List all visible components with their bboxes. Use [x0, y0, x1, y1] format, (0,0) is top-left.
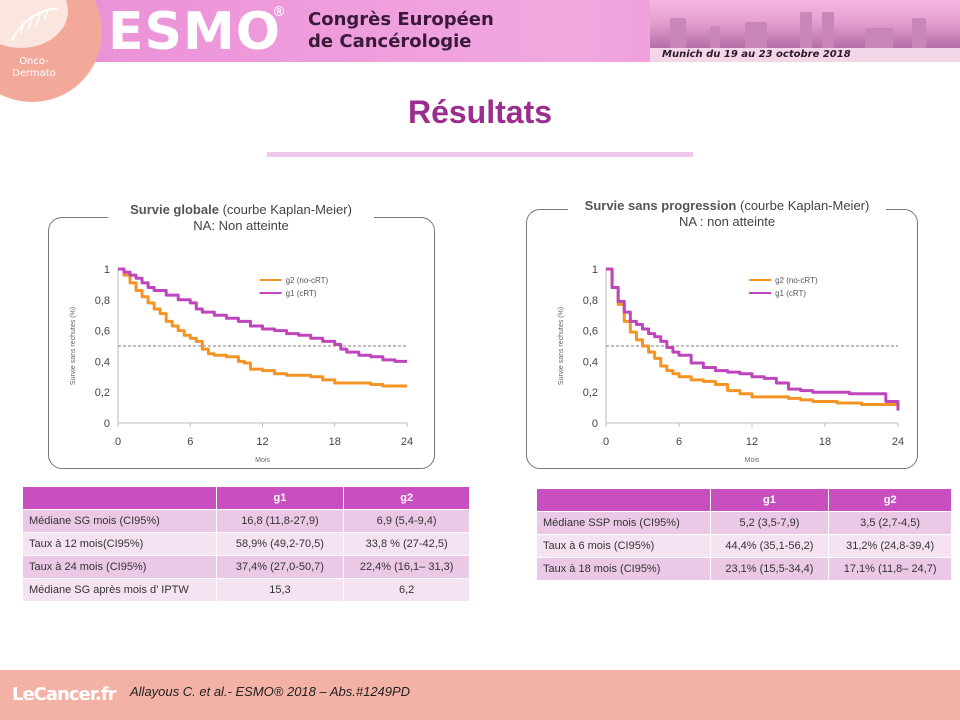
x-tick-label: 18 [819, 436, 831, 448]
city-skyline-image [650, 0, 960, 48]
y-axis-title: Survie sans rechutes (%) [558, 307, 565, 385]
table-header-cell [22, 486, 217, 510]
y-axis-title: Survie sans rechutes (%) [70, 307, 77, 385]
congress-date: Munich du 19 au 23 octobre 2018 [662, 49, 851, 60]
lecancer-logo: LeCancer.fr [12, 684, 117, 705]
table-header-cell: g1 [709, 488, 830, 512]
table-header-cell: g1 [215, 486, 345, 510]
pfs-chart-caption: Survie sans progression (courbe Kaplan-M… [568, 198, 886, 230]
x-tick-label: 12 [256, 436, 268, 448]
table-cell: 5,2 (3,5-7,9) [709, 511, 830, 535]
table-row: Taux à 18 mois (CI95%) 23,1% (15,5-34,4)… [536, 557, 952, 581]
table-cell: 6,9 (5,4-9,4) [343, 509, 470, 533]
y-tick-label: 1 [592, 264, 598, 276]
os-chart-subtitle: NA: Non atteinte [193, 218, 289, 233]
congress-title-line2: de Cancérologie [308, 31, 472, 52]
table-cell: Taux à 24 mois (CI95%) [22, 555, 217, 579]
legend-label: g1 (cRT) [286, 289, 317, 298]
y-tick-label: 0 [104, 418, 110, 430]
y-tick-label: 0,2 [95, 387, 110, 399]
table-cell: 15,3 [215, 578, 345, 602]
y-tick-label: 0,6 [95, 326, 110, 338]
legend-label: g1 (cRT) [775, 289, 806, 298]
table-cell: 31,2% (24,8-39,4) [828, 534, 952, 558]
table-header-cell: g2 [343, 486, 470, 510]
series-line-g1 [118, 267, 407, 363]
footer-bar [0, 670, 960, 720]
x-axis-title: Mois [255, 457, 270, 464]
x-tick-label: 6 [676, 436, 682, 448]
y-tick-label: 0 [592, 418, 598, 430]
table-cell: Médiane SG mois (CI95%) [22, 509, 217, 533]
y-tick-label: 0,2 [583, 387, 598, 399]
table-cell: 3,5 (2,7-4,5) [828, 511, 952, 535]
pfs-results-table: g1 g2 Médiane SSP mois (CI95%) 5,2 (3,5-… [536, 488, 952, 581]
table-cell: Médiane SSP mois (CI95%) [536, 511, 711, 535]
series-line-g2 [606, 267, 900, 408]
table-cell: 22,4% (16,1– 31,3) [343, 555, 470, 579]
page-title: Résultats [407, 94, 553, 130]
x-axis-title: Mois [745, 457, 760, 464]
y-tick-label: 0,4 [95, 356, 110, 368]
table-cell: 23,1% (15,5-34,4) [709, 557, 830, 581]
table-row: Taux à 12 mois(CI95%) 58,9% (49,2-70,5) … [22, 532, 470, 556]
table-cell: 6,2 [343, 578, 470, 602]
table-row: Taux à 24 mois (CI95%) 37,4% (27,0-50,7)… [22, 555, 470, 579]
x-tick-label: 24 [401, 436, 413, 448]
congress-title-line1: Congrès Européen [308, 9, 494, 30]
y-tick-label: 0,8 [583, 295, 598, 307]
os-chart-title: Survie globale (courbe Kaplan-Meier) [130, 202, 352, 217]
os-results-table: g1 g2 Médiane SG mois (CI95%) 16,8 (11,8… [22, 486, 470, 602]
table-row: Médiane SSP mois (CI95%) 5,2 (3,5-7,9) 3… [536, 511, 952, 535]
table-cell: Médiane SG après mois d’ IPTW [22, 578, 217, 602]
os-chart-caption: Survie globale (courbe Kaplan-Meier) NA:… [108, 202, 374, 234]
table-cell: 44,4% (35,1-56,2) [709, 534, 830, 558]
x-tick-label: 6 [187, 436, 193, 448]
table-cell: 17,1% (11,8– 24,7) [828, 557, 952, 581]
table-header-cell [536, 488, 711, 512]
legend-label: g2 (no-cRT) [775, 276, 818, 285]
pfs-chart-title: Survie sans progression (courbe Kaplan-M… [584, 198, 870, 213]
x-tick-label: 0 [603, 436, 609, 448]
table-cell: 58,9% (49,2-70,5) [215, 532, 345, 556]
series-line-g2 [118, 267, 407, 388]
x-tick-label: 12 [746, 436, 758, 448]
table-header-row: g1 g2 [536, 488, 952, 512]
table-cell: Taux à 12 mois(CI95%) [22, 532, 217, 556]
pfs-kaplan-meier-chart: 0 0,2 0,4 0,6 0,8 1 0 6 12 18 24 Mois Survie sans re… [558, 264, 904, 464]
series-line-g1 [606, 267, 900, 411]
x-tick-label: 0 [115, 436, 121, 448]
esmo-logo: ESMO [108, 2, 281, 62]
y-tick-label: 0,4 [583, 356, 598, 368]
table-row: Médiane SG mois (CI95%) 16,8 (11,8-27,9)… [22, 509, 470, 533]
table-cell: 37,4% (27,0-50,7) [215, 555, 345, 579]
table-row: Taux à 6 mois (CI95%) 44,4% (35,1-56,2) … [536, 534, 952, 558]
citation-reference: Allayous C. et al.- ESMO® 2018 – Abs.#12… [130, 684, 411, 699]
table-header-cell: g2 [828, 488, 952, 512]
table-cell: Taux à 6 mois (CI95%) [536, 534, 711, 558]
pfs-chart-panel [526, 209, 918, 469]
y-tick-label: 0,6 [583, 326, 598, 338]
y-tick-label: 1 [104, 264, 110, 276]
y-tick-label: 0,8 [95, 295, 110, 307]
table-header-row: g1 g2 [22, 486, 470, 510]
feather-icon [11, 7, 59, 41]
banner-date-strip [650, 48, 960, 62]
table-cell: 16,8 (11,8-27,9) [215, 509, 345, 533]
registered-mark: ® [274, 3, 285, 19]
onco-dermato-label: Onco-Dermato [12, 56, 56, 79]
title-divider [267, 152, 693, 157]
legend-label: g2 (no-cRT) [286, 276, 329, 285]
x-tick-label: 18 [329, 436, 341, 448]
table-row: Médiane SG après mois d’ IPTW 15,3 6,2 [22, 578, 470, 602]
x-tick-label: 24 [892, 436, 904, 448]
pfs-chart-subtitle: NA : non atteinte [678, 214, 776, 229]
table-cell: Taux à 18 mois (CI95%) [536, 557, 711, 581]
table-cell: 33,8 % (27-42,5) [343, 532, 470, 556]
os-kaplan-meier-chart: 0 0,2 0,4 0,6 0,8 1 0 6 12 18 24 Mois Survie sans re… [70, 264, 413, 464]
